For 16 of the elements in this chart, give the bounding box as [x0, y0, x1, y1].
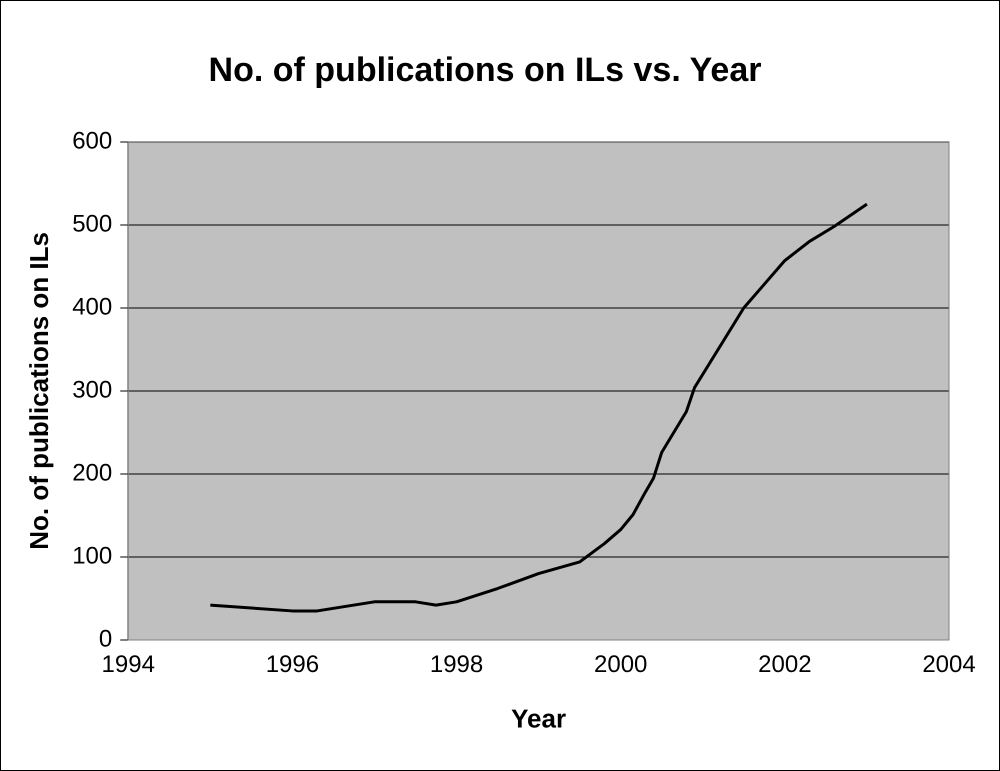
x-tick-label: 1996	[266, 651, 320, 678]
x-tick-label: 2000	[594, 651, 648, 678]
y-tick-label: 200	[72, 460, 112, 487]
y-axis-title: No. of publications on ILs	[24, 232, 54, 550]
x-tick-label: 1994	[102, 651, 155, 678]
x-tick-label: 1998	[430, 651, 484, 678]
y-tick-label: 400	[72, 293, 112, 320]
x-tick-label: 2002	[758, 651, 812, 678]
y-tick-label: 300	[72, 376, 112, 404]
y-tick-label: 600	[72, 127, 112, 154]
x-tick-label: 2004	[922, 651, 976, 678]
x-axis-title: Year	[511, 704, 566, 734]
y-tick-label: 100	[72, 542, 112, 570]
chart-title: No. of publications on ILs vs. Year	[208, 50, 762, 89]
y-tick-label: 0	[98, 626, 112, 653]
y-tick-label: 500	[72, 210, 112, 238]
